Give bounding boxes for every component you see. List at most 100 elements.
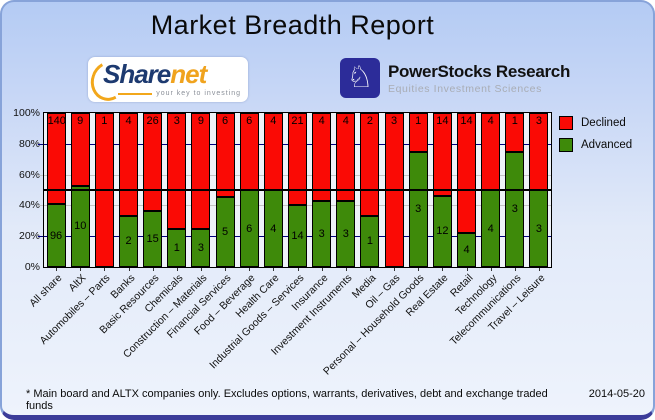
sharenet-logo: Sharenet your key to investing [85, 56, 248, 106]
x-tick [466, 268, 468, 271]
declined-count-label: 26 [146, 115, 159, 127]
declined-count-label: 4 [125, 115, 132, 127]
advanced-segment: 3 [336, 201, 356, 267]
x-tick [128, 268, 130, 271]
footer-note: * Main board and ALTX companies only. Ex… [26, 388, 548, 412]
y-axis-label-80: 80% [18, 137, 40, 150]
advanced-segment: 15 [143, 210, 163, 267]
y-tick-80 [38, 143, 43, 145]
advanced-segment: 5 [215, 197, 235, 267]
x-tick [514, 268, 516, 271]
declined-segment: 1 [505, 113, 525, 152]
x-tick [321, 268, 323, 271]
declined-segment: 4 [481, 113, 501, 190]
x-tick [104, 268, 106, 271]
chart-legend: Declined Advanced [559, 116, 632, 152]
y-axis-label-20: 20% [18, 230, 40, 243]
x-tick [442, 268, 444, 271]
sharenet-tagline: your key to investing [156, 90, 241, 97]
legend-row-declined: Declined [559, 116, 632, 130]
legend-row-advanced: Advanced [559, 138, 632, 152]
declined-segment: 4 [119, 113, 138, 216]
advanced-segment: 2 [119, 215, 138, 267]
declined-count-label: 6 [246, 115, 253, 127]
bar-1: 140 96 [46, 113, 66, 267]
declined-count-label: 6 [222, 115, 229, 127]
y-axis-label-100: 100% [13, 107, 40, 119]
x-tick [56, 268, 58, 271]
advanced-segment: 4 [481, 190, 501, 267]
bar-11: 21 14 [288, 113, 307, 267]
bar-17: 14 12 [432, 113, 452, 267]
y-tick-60 [38, 174, 43, 176]
declined-segment: 6 [215, 113, 235, 197]
powerstocks-subtitle: Equities Investment Sciences [388, 82, 542, 95]
declined-count-label: 4 [487, 115, 494, 127]
bar-18: 14 4 [457, 113, 476, 267]
declined-count-label: 21 [291, 115, 304, 127]
declined-segment: 9 [191, 113, 211, 229]
y-axis-label-0: 0% [24, 261, 40, 273]
declined-segment: 6 [239, 113, 259, 190]
declined-count-label: 3 [173, 115, 180, 127]
bar-2: 9 10 [70, 113, 90, 267]
declined-count-label: 9 [197, 115, 204, 127]
plot-area: 140 96 9 10 1 4 2 26 15 3 1 9 3 6 5 6 6 4 4 21 14 4 3 4 3 2 1 3 1 3 14… [43, 112, 552, 268]
declined-count-label: 1 [511, 115, 518, 127]
declined-count-label: 4 [342, 115, 349, 127]
declined-segment: 9 [70, 113, 90, 186]
x-tick [152, 268, 154, 271]
advanced-segment: 14 [288, 205, 307, 267]
x-tick [297, 268, 299, 271]
declined-count-label: 14 [436, 115, 449, 127]
declined-segment: 1 [408, 113, 428, 152]
y-tick-20 [38, 236, 43, 238]
declined-count-label: 9 [77, 115, 84, 127]
advanced-segment: 1 [360, 215, 380, 267]
advanced-segment: 3 [529, 190, 549, 267]
declined-segment: 26 [143, 113, 163, 211]
declined-segment: 14 [457, 113, 476, 233]
x-tick [345, 268, 347, 271]
x-tick [273, 268, 275, 271]
sharenet-wordmark: Sharenet [103, 59, 207, 90]
x-tick [369, 268, 371, 271]
x-tick [490, 268, 492, 271]
declined-segment: 3 [529, 113, 549, 190]
x-tick [538, 268, 540, 271]
y-axis-label-40: 40% [18, 199, 40, 212]
footer-date: 2014-05-20 [588, 388, 645, 400]
declined-count-label: 1 [415, 115, 422, 127]
x-tick [80, 268, 82, 271]
advanced-segment: 4 [263, 190, 283, 267]
declined-segment: 4 [312, 113, 332, 201]
advanced-swatch [559, 138, 573, 152]
declined-segment: 140 [46, 113, 66, 205]
declined-segment: 2 [360, 113, 380, 216]
page-title: Market Breadth Report [150, 10, 435, 40]
declined-segment: 3 [167, 113, 187, 229]
x-tick [249, 268, 251, 271]
advanced-segment: 1 [167, 228, 187, 267]
x-tick [200, 268, 202, 271]
declined-count-label: 4 [318, 115, 325, 127]
declined-count-label: 3 [535, 115, 542, 127]
fifty-percent-reference-line [44, 189, 551, 191]
declined-segment: 4 [263, 113, 283, 190]
x-tick [176, 268, 178, 271]
advanced-segment: 10 [70, 185, 90, 267]
x-tick [225, 268, 227, 271]
footer: * Main board and ALTX companies only. Ex… [26, 388, 645, 412]
declined-swatch [559, 116, 573, 130]
legend-label-advanced: Advanced [581, 139, 633, 151]
powerstocks-logo: ♘ PowerStocks Research Equities Investme… [340, 58, 570, 98]
